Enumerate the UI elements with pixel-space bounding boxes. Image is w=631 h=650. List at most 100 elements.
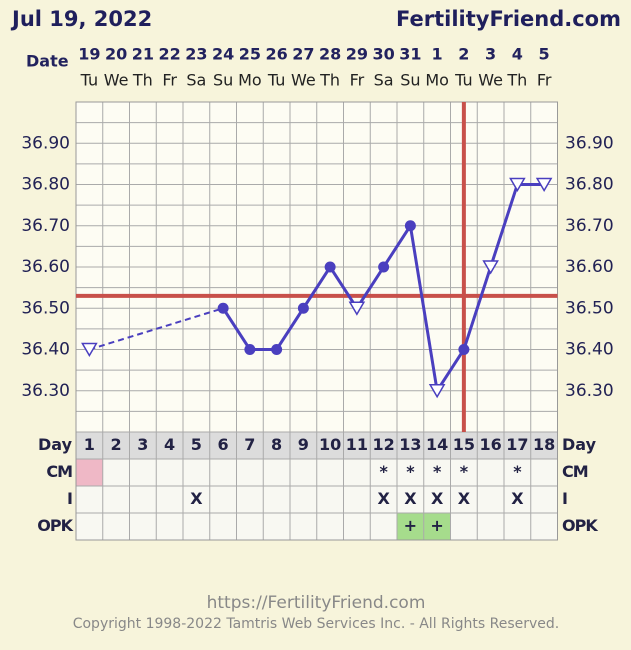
point [348, 301, 366, 316]
cell-mark: X [511, 489, 524, 508]
weekday: Th [132, 71, 153, 90]
date-number: 26 [265, 45, 287, 64]
date-label: Date [26, 52, 69, 71]
y2-tick-label: 36.80 [565, 175, 614, 195]
day-number: 9 [298, 435, 309, 454]
day-number: 4 [164, 435, 175, 454]
weekday: Sa [374, 71, 394, 90]
cell-fill [423, 513, 451, 540]
day-number: 15 [453, 435, 475, 454]
day-number: 18 [533, 435, 555, 454]
day-number: 10 [319, 435, 341, 454]
weekday: Su [400, 71, 420, 90]
day-number: 3 [137, 435, 148, 454]
row-label: Day [562, 435, 597, 454]
point [404, 220, 416, 232]
point [297, 302, 309, 314]
y2-tick-label: 36.60 [565, 257, 614, 277]
day-number: 14 [426, 435, 448, 454]
date-number: 27 [292, 45, 314, 64]
cell-fill [397, 513, 424, 540]
row-label: I [562, 489, 567, 508]
point [535, 177, 553, 192]
weekday: Fr [537, 71, 552, 90]
row-label: OPK [562, 516, 598, 535]
gap-line [89, 307, 224, 351]
day-number: 13 [399, 435, 421, 454]
point [378, 261, 390, 273]
date-number: 5 [539, 45, 550, 64]
chart-date: Jul 19, 2022 [10, 7, 152, 31]
cell-mark: * [433, 462, 442, 481]
date-number: 20 [105, 45, 127, 64]
weekday: Fr [350, 71, 365, 90]
weekday: Tu [80, 71, 98, 90]
weekday: Mo [425, 71, 449, 90]
cell-mark: X [431, 489, 444, 508]
point [428, 384, 446, 399]
date-number: 25 [239, 45, 261, 64]
cell-mark: * [379, 462, 388, 481]
point [81, 342, 98, 357]
point [217, 302, 229, 314]
weekday: Sa [186, 71, 206, 90]
y-tick-label: 36.30 [21, 381, 70, 401]
weekday: We [104, 71, 129, 90]
day-number: 2 [111, 435, 122, 454]
weekday: Fr [162, 71, 177, 90]
point [271, 344, 283, 355]
footer-url: https://FertilityFriend.com [207, 593, 426, 613]
weekday: Su [213, 71, 233, 90]
day-number: 12 [372, 435, 394, 454]
point [509, 177, 526, 192]
row-label: CM [46, 462, 72, 481]
cell-mark: * [406, 462, 415, 481]
weekday: Mo [238, 71, 262, 90]
y-tick-label: 36.90 [21, 133, 70, 153]
day-number: 11 [346, 435, 368, 454]
y-tick-label: 36.80 [21, 175, 70, 195]
date-number: 2 [458, 45, 469, 64]
date-number: 4 [512, 45, 523, 64]
day-number: 5 [191, 435, 202, 454]
cell-fill [76, 459, 103, 486]
weekday: Tu [454, 71, 472, 90]
date-number: 3 [485, 45, 496, 64]
cell-mark: * [513, 462, 522, 481]
date-number: 21 [132, 45, 154, 64]
plot-border [75, 101, 558, 541]
y2-tick-label: 36.50 [565, 298, 614, 318]
cell-mark: X [377, 489, 390, 508]
y2-tick-label: 36.70 [565, 216, 614, 236]
site-name: FertilityFriend.com [396, 7, 621, 31]
date-number: 23 [185, 45, 207, 64]
cell-mark: + [404, 516, 417, 535]
y2-tick-label: 36.30 [565, 381, 614, 401]
day-number: 16 [479, 435, 501, 454]
y-tick-label: 36.60 [21, 257, 70, 277]
row-label: I [67, 489, 72, 508]
date-number: 30 [372, 45, 394, 64]
copyright: Copyright 1998-2022 Tamtris Web Services… [73, 616, 560, 632]
weekday: Th [319, 71, 340, 90]
row-label: OPK [37, 516, 73, 535]
cell-mark: * [460, 462, 469, 481]
point [482, 260, 499, 275]
date-number: 22 [158, 45, 180, 64]
weekday: We [478, 71, 503, 90]
date-number: 1 [432, 45, 443, 64]
date-number: 24 [212, 45, 234, 64]
day-number: 17 [506, 435, 528, 454]
y-tick-label: 36.70 [21, 216, 70, 236]
date-number: 28 [319, 45, 341, 64]
cell-mark: + [430, 516, 443, 535]
day-number: 8 [271, 435, 282, 454]
cell-mark: X [458, 489, 471, 508]
cell-mark: X [404, 489, 417, 508]
date-number: 19 [78, 45, 100, 64]
weekday: Th [506, 71, 527, 90]
y2-tick-label: 36.40 [565, 340, 614, 360]
y-tick-label: 36.50 [21, 298, 70, 318]
date-number: 31 [399, 45, 421, 64]
